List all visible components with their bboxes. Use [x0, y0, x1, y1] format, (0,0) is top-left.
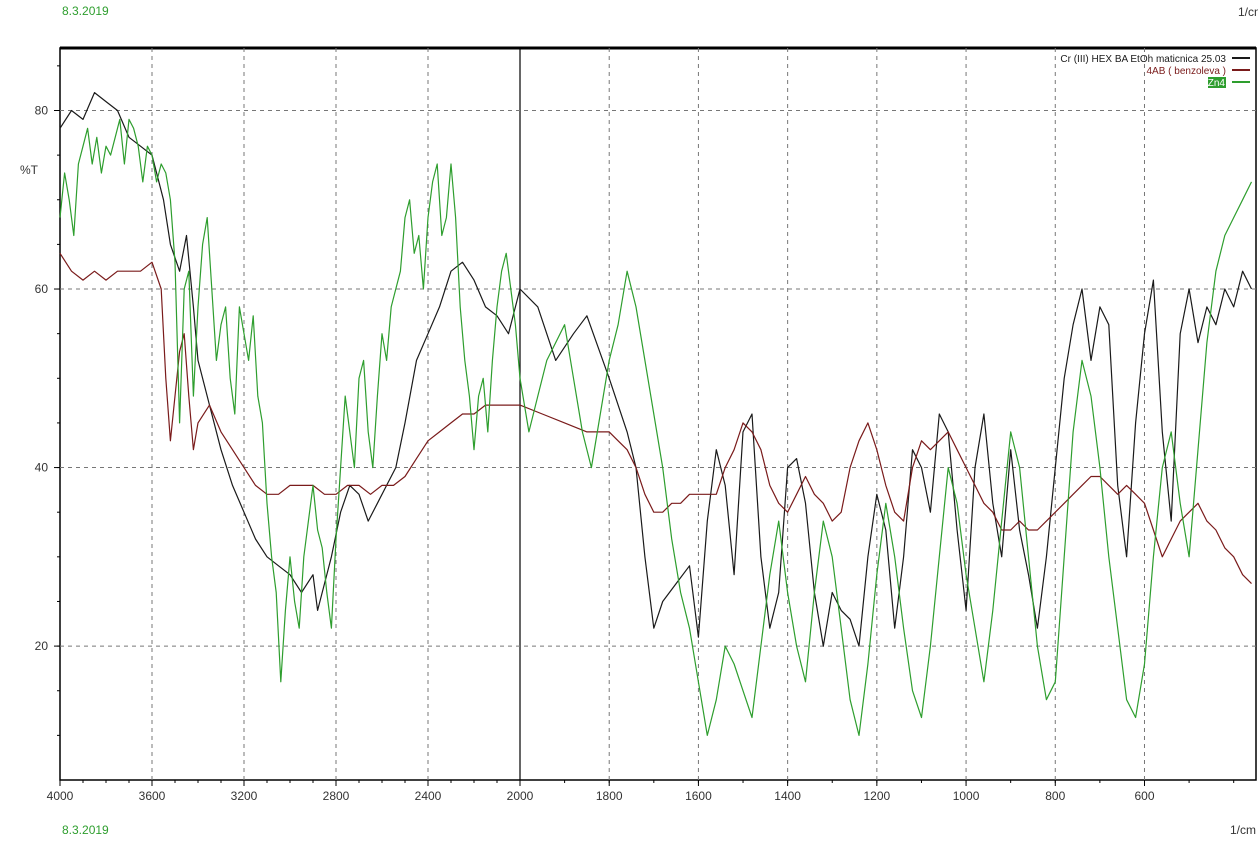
series-line-2 — [59, 118, 1253, 736]
x-tick-labels: 4000 3600 3200 2800 2400 2000 1800 1600 1400 1200… — [47, 789, 1155, 803]
x-axis-unit: 1/cm — [1230, 823, 1256, 837]
series-layer — [59, 92, 1253, 736]
x-tick-label-800: 800 — [1045, 789, 1065, 803]
x-tick-label-4000: 4000 — [47, 789, 74, 803]
x-tick-label-600: 600 — [1134, 789, 1154, 803]
y-tick-label-20: 20 — [35, 639, 49, 653]
series-line-1 — [59, 252, 1252, 585]
y-tick-labels: 20 40 60 80 — [35, 103, 49, 653]
x-tick-label-1400: 1400 — [774, 789, 801, 803]
series-line-0 — [59, 92, 1253, 647]
x-tick-label-1600: 1600 — [685, 789, 712, 803]
tick-marks — [54, 65, 1235, 786]
plot-frame — [59, 47, 1257, 781]
legend-highlight — [1208, 77, 1226, 88]
y-tick-label-40: 40 — [35, 461, 49, 475]
x-tick-label-1800: 1800 — [596, 789, 623, 803]
legend: Cr (III) HEX BA EtOh maticnica 25.034AB … — [1060, 54, 1250, 89]
x-tick-label-1000: 1000 — [953, 789, 980, 803]
unit-top: 1/cm — [1238, 5, 1258, 19]
x-tick-label-1200: 1200 — [863, 789, 890, 803]
x-tick-label-3600: 3600 — [139, 789, 166, 803]
x-tick-label-2400: 2400 — [415, 789, 442, 803]
date-bottom: 8.3.2019 — [62, 823, 109, 837]
date-top: 8.3.2019 — [62, 4, 109, 18]
legend-label-0: Cr (III) HEX BA EtOh maticnica 25.03 — [1060, 54, 1226, 65]
grid — [60, 48, 1256, 780]
legend-label-2: Zn4 — [1208, 78, 1226, 89]
legend-label-1: 4AB ( benzoleva ) — [1147, 66, 1227, 77]
y-axis-label: %T — [20, 163, 39, 177]
x-tick-label-2000: 2000 — [507, 789, 534, 803]
x-tick-label-2800: 2800 — [323, 789, 350, 803]
y-tick-label-80: 80 — [35, 103, 49, 117]
y-tick-label-60: 60 — [35, 282, 49, 296]
x-tick-label-3200: 3200 — [231, 789, 258, 803]
